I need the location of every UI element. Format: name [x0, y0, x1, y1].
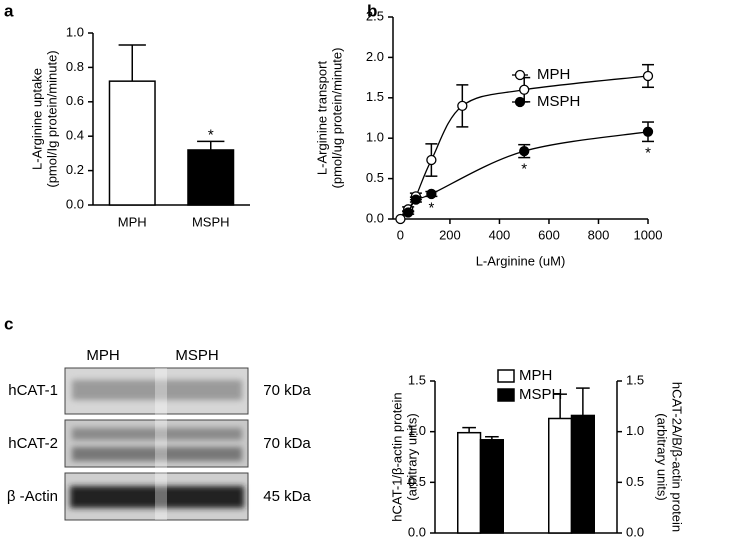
row-label: β -Actin: [7, 488, 58, 505]
size-label: 70 kDa: [263, 382, 311, 399]
lane-gap: [155, 368, 167, 520]
point: [519, 84, 530, 95]
size-label: 70 kDa: [263, 435, 311, 452]
y-tick-label: 1.5: [408, 372, 426, 387]
point: [403, 207, 414, 218]
point: [642, 70, 654, 82]
row-label: hCAT-1: [8, 382, 58, 399]
legend-label: MSPH: [537, 93, 580, 110]
legend-swatch: [497, 388, 515, 402]
curve: [407, 131, 649, 213]
point: [426, 188, 437, 200]
annotation: *: [521, 161, 527, 178]
y-tick-label: 2.0: [366, 49, 384, 64]
point: [426, 154, 437, 166]
point: [519, 145, 530, 157]
y2-tick-label: 1.5: [626, 372, 644, 387]
panel-letter: a: [4, 1, 14, 20]
bar: [548, 417, 573, 534]
annotation: *: [208, 126, 214, 143]
y-tick-label: 0.0: [66, 196, 84, 211]
legend-label: MPH: [537, 66, 570, 83]
axis-title: hCAT-1/β-actin protein: [389, 392, 404, 521]
y-tick-label: 0.4: [66, 128, 84, 143]
band: [72, 447, 242, 461]
axis-title: hCAT-2A/B/β-actin protein: [670, 382, 685, 532]
y2-tick-label: 1.0: [626, 423, 644, 438]
legend-swatch: [497, 369, 515, 383]
axis-title: (arbitrary units): [655, 413, 670, 500]
x-tick-label: MSPH: [192, 214, 230, 229]
band: [72, 380, 242, 400]
bar: [479, 439, 504, 534]
bar: [187, 149, 235, 206]
axis-title: (arbitrary units): [404, 413, 419, 500]
x-tick-label: 0: [397, 227, 404, 242]
annotation: *: [645, 144, 651, 161]
axis-title: L-Arginine transport: [314, 61, 329, 176]
x-tick-label: 800: [588, 227, 610, 242]
axis-title: (pmol/ug protein/minute): [329, 48, 344, 189]
y2-tick-label: 0.0: [626, 524, 644, 539]
legend-marker: [514, 69, 526, 81]
row-label: hCAT-2: [8, 435, 58, 452]
point: [457, 100, 468, 112]
western-blot: MPH MSPH hCAT-1 hCAT-2 β -Actin 70 kDa 7…: [7, 347, 311, 521]
point: [410, 194, 422, 205]
annotation: *: [428, 199, 434, 216]
panel-letter: c: [4, 314, 13, 333]
bar: [457, 431, 482, 534]
y-tick-label: 1.0: [408, 423, 426, 438]
bar: [108, 80, 156, 206]
axis-title: (pmol/Ig protein/minute): [44, 50, 59, 187]
band: [70, 486, 244, 508]
axis-title: L-Arginine uptake: [29, 68, 44, 170]
y-tick-label: 1.5: [366, 89, 384, 104]
y2-tick-label: 0.5: [626, 474, 644, 489]
y-tick-label: 0.8: [66, 59, 84, 74]
legend-marker: [514, 96, 526, 108]
y-tick-label: 1.0: [66, 24, 84, 39]
y-tick-label: 0.2: [66, 162, 84, 177]
band: [72, 428, 242, 440]
x-tick-label: 600: [538, 227, 560, 242]
y-tick-label: 0.5: [366, 170, 384, 185]
lane-label: MSPH: [175, 347, 218, 364]
y-tick-label: 0.5: [408, 474, 426, 489]
y-tick-label: 0.0: [408, 524, 426, 539]
x-tick-label: 1000: [634, 227, 663, 242]
lane-label: MPH: [86, 347, 119, 364]
size-label: 45 kDa: [263, 488, 311, 505]
point: [642, 126, 654, 137]
y-tick-label: 2.5: [366, 8, 384, 23]
axis-title: L-Arginine (uM): [476, 253, 566, 268]
y-tick-label: 1.0: [366, 130, 384, 145]
legend-label: MPH: [519, 367, 552, 384]
bar: [570, 414, 595, 534]
x-tick-label: MPH: [118, 214, 147, 229]
panel-letter: b: [367, 1, 377, 20]
legend-label: MSPH: [519, 386, 562, 403]
point: [395, 213, 406, 225]
y-tick-label: 0.6: [66, 93, 84, 108]
x-tick-label: 400: [489, 227, 511, 242]
x-tick-label: 200: [439, 227, 461, 242]
y-tick-label: 0.0: [366, 210, 384, 225]
